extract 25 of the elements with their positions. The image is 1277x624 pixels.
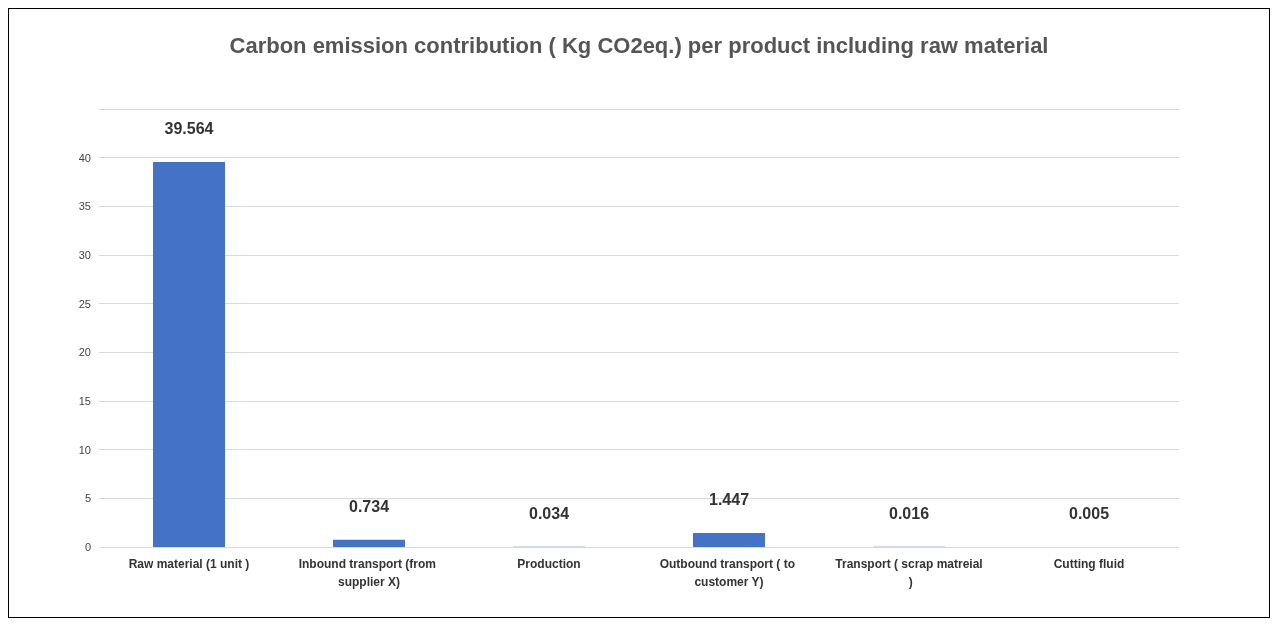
- data-label: 0.016: [888, 505, 930, 523]
- bar: [333, 539, 405, 547]
- x-tick-label: Inbound transport (from supplier X): [298, 557, 440, 589]
- y-tick-label: 40: [78, 151, 91, 164]
- y-tick-label: 20: [78, 346, 91, 359]
- bar: [693, 532, 765, 547]
- x-tick-label: Production: [517, 557, 581, 571]
- data-label: 0.034: [528, 505, 570, 523]
- bar: [153, 161, 225, 547]
- x-tick-label: Raw material (1 unit ): [128, 557, 250, 571]
- y-tick-label: 10: [78, 443, 91, 456]
- y-tick-label: 30: [78, 249, 91, 261]
- data-label: 1.447: [708, 491, 750, 509]
- x-tick-label: Outbound transport ( to customer Y): [659, 557, 799, 589]
- y-tick-label: 15: [78, 395, 91, 407]
- y-tick-label: 5: [84, 492, 91, 505]
- chart-title: Carbon emission contribution ( Kg CO2eq.) per product including raw material: [229, 32, 1049, 58]
- y-tick-label: 25: [78, 297, 91, 310]
- x-tick-label: Cutting fluid: [1053, 557, 1125, 571]
- data-label: 39.564: [164, 120, 214, 138]
- data-label: 0.005: [1068, 505, 1110, 523]
- y-tick-label: 35: [78, 200, 91, 213]
- x-tick-label: Transport ( scrap matreial ): [835, 557, 983, 589]
- data-label: 0.734: [348, 498, 390, 516]
- y-tick-label: 0: [84, 541, 91, 553]
